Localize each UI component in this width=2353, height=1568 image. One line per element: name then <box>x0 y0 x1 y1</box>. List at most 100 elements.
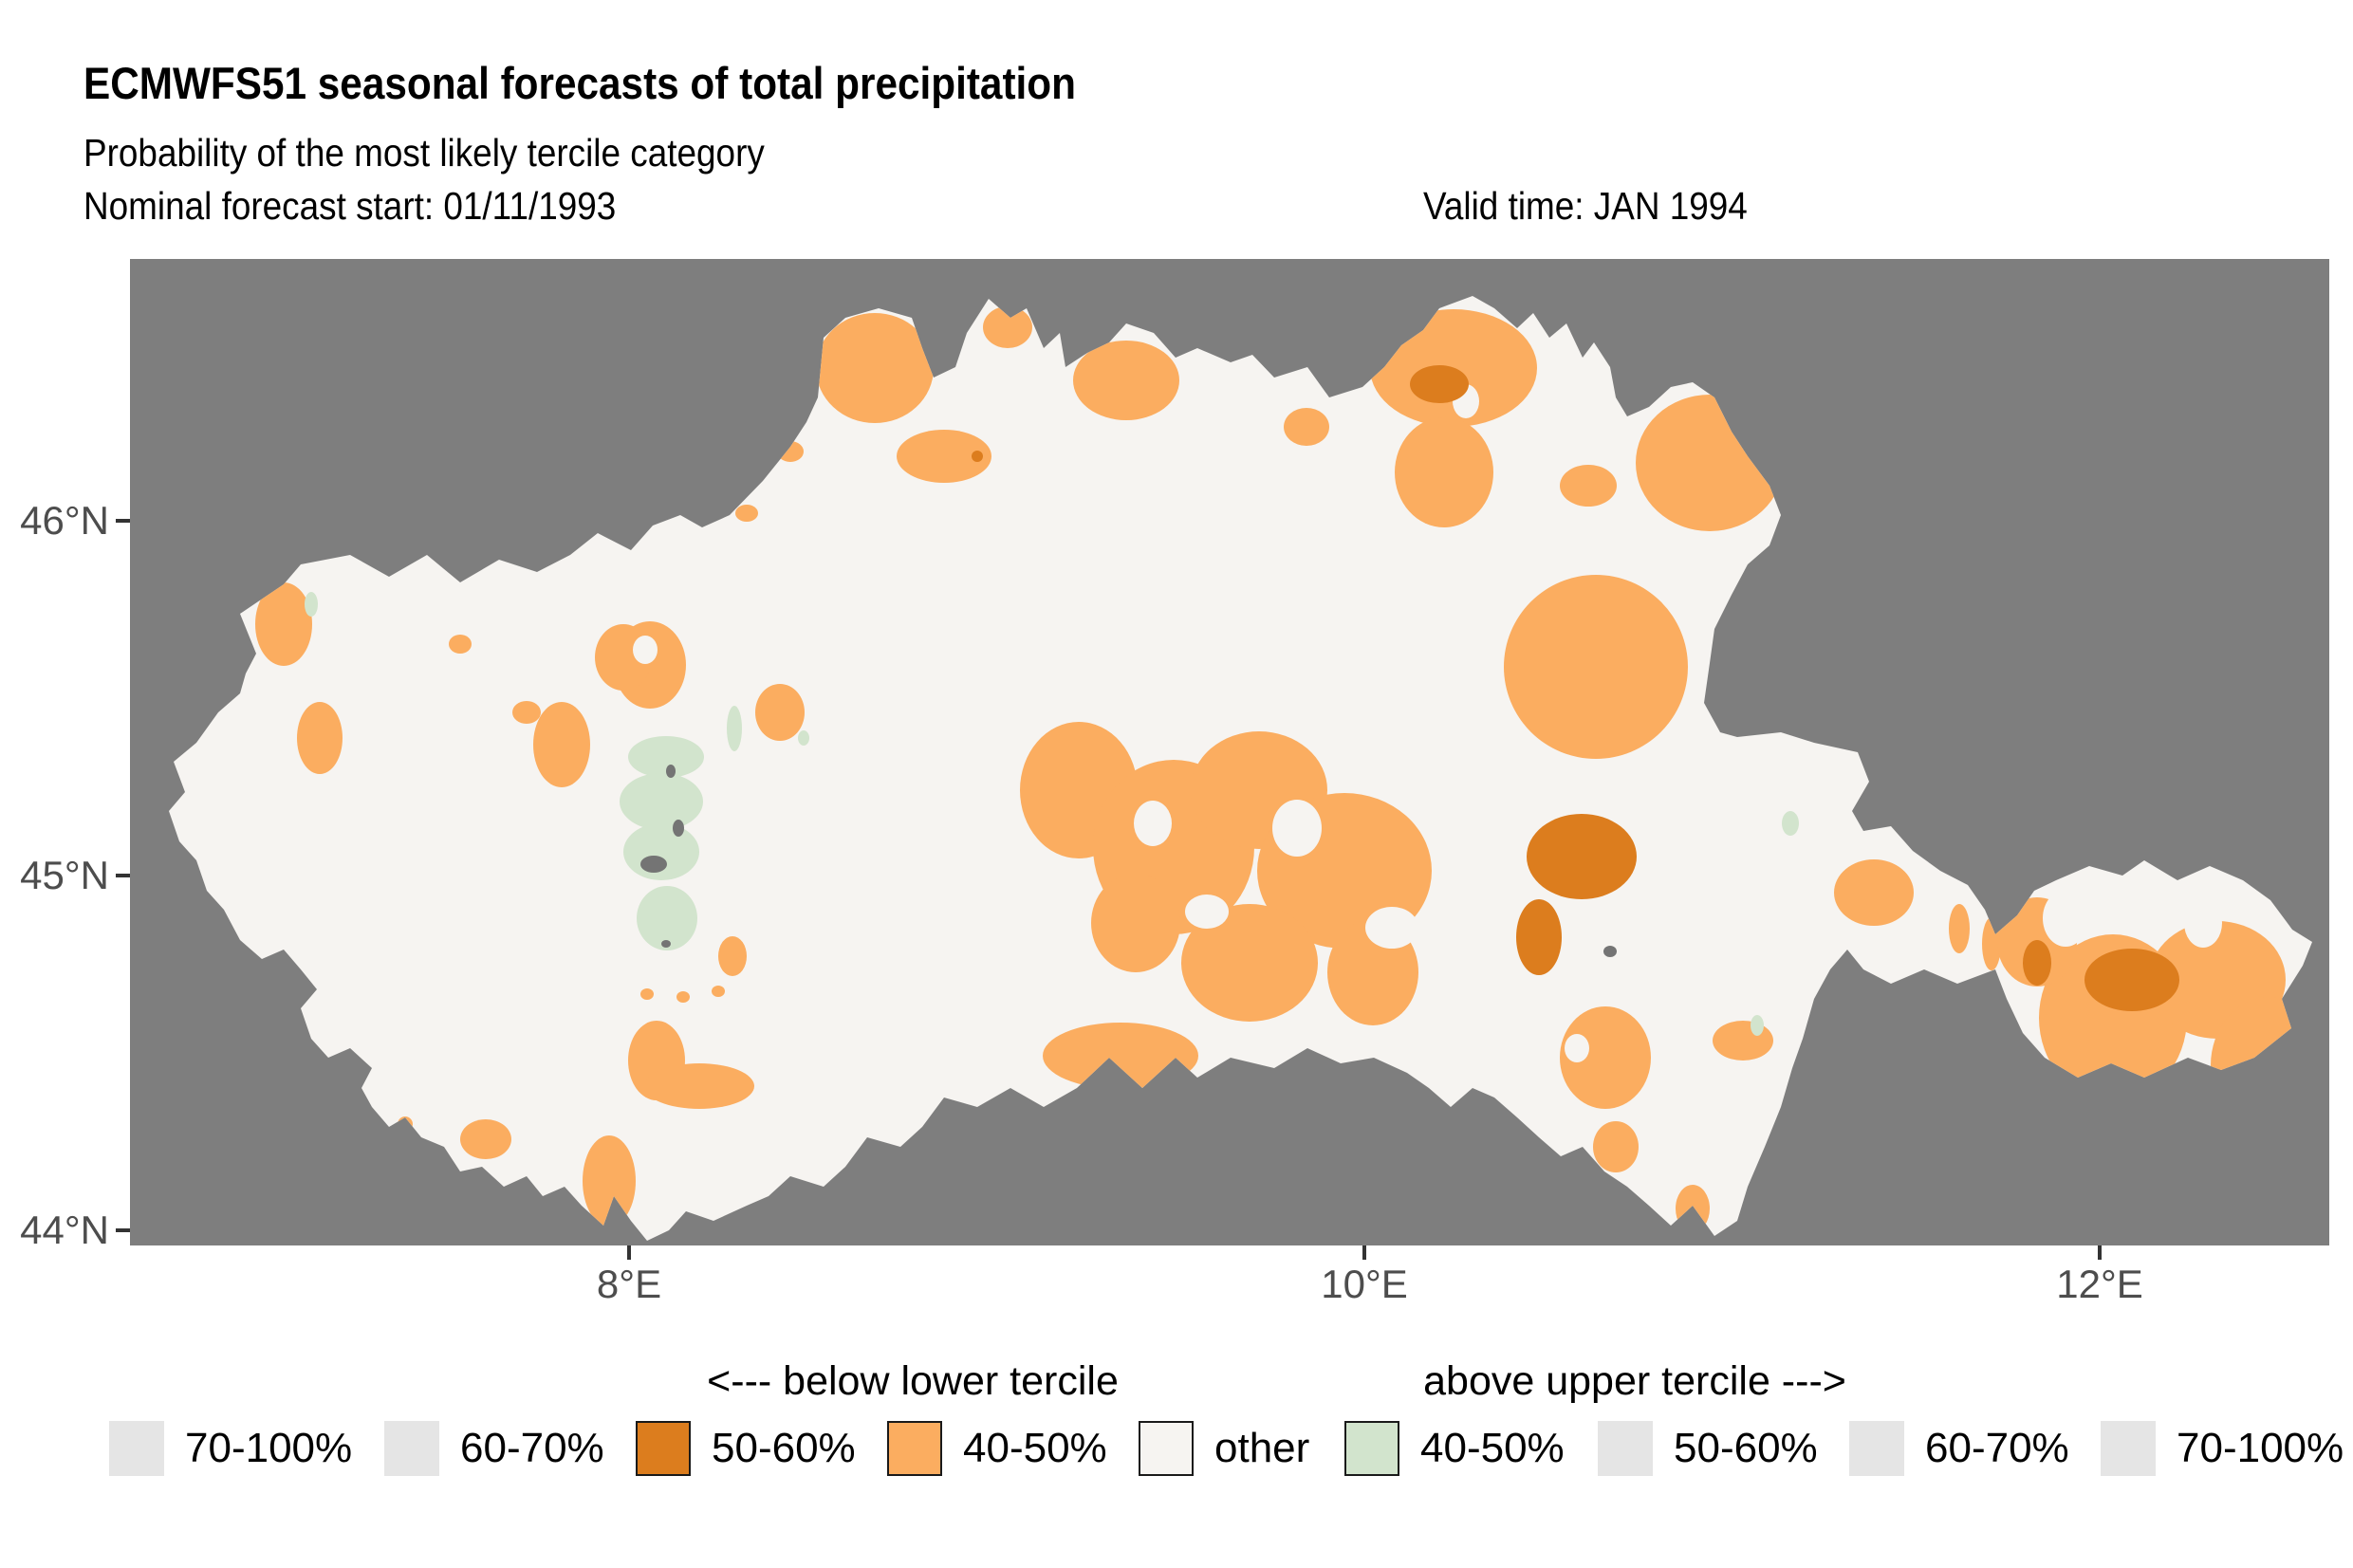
patch-below-40-50 <box>640 988 654 1000</box>
patch-below-40-50 <box>1073 341 1179 420</box>
patch-below-40-50 <box>1713 1021 1773 1061</box>
patch-below-40-50 <box>712 986 725 997</box>
legend-title-below-tercile: <--- below lower tercile <box>707 1358 1119 1404</box>
x-axis-tick-label: 8°E <box>596 1262 662 1306</box>
patch-below-40-50 <box>735 505 758 522</box>
legend-item-label: other <box>1214 1425 1310 1471</box>
valid-time-label: Valid time: JAN 1994 <box>1423 184 1748 228</box>
legend-item: 50-60% <box>1598 1421 1818 1476</box>
forecast-start-label: Nominal forecast start: 01/11/1993 <box>83 184 617 228</box>
patch-other <box>1272 800 1322 857</box>
patch-below-40-50 <box>816 313 934 423</box>
patch-above-40-50 <box>798 730 809 746</box>
patch-below-40-50 <box>460 1119 511 1159</box>
patch-below-50-60 <box>1410 365 1469 403</box>
y-axis-tick-label: 44°N <box>20 1208 109 1252</box>
patch-below-40-50 <box>449 635 472 654</box>
legend-title-above-tercile: above upper tercile ---> <box>1423 1358 1846 1404</box>
page-title: ECMWFS51 seasonal forecasts of total pre… <box>83 58 1076 108</box>
patch-below-40-50 <box>1593 1121 1639 1172</box>
legend-item-label: 60-70% <box>460 1425 604 1471</box>
legend-swatch <box>1598 1421 1653 1476</box>
patch-above-40-50 <box>620 773 703 830</box>
patch-above-40-50 <box>727 706 742 751</box>
legend-item: 70-100% <box>109 1421 352 1476</box>
patch-below-40-50 <box>512 701 541 724</box>
patch-other <box>1185 895 1229 929</box>
legend-swatch <box>109 1421 164 1476</box>
patch-above-40-50 <box>1751 1015 1764 1036</box>
legend-item: 60-70% <box>1849 1421 2069 1476</box>
patch-other <box>1365 907 1418 949</box>
patch-other <box>2043 890 2088 947</box>
patch-above-40-50 <box>637 886 697 950</box>
patch-below-40-50 <box>1395 417 1493 527</box>
legend-swatch <box>384 1421 439 1476</box>
patch-below-50-60 <box>2023 940 2051 986</box>
legend-swatch <box>2101 1421 2156 1476</box>
map-panel <box>130 259 2329 1245</box>
patch-below-50-60 <box>1527 814 1637 899</box>
legend-swatch <box>1344 1421 1399 1476</box>
legend-swatch <box>1849 1421 1904 1476</box>
forecast-probability-map <box>130 259 2329 1245</box>
legend-item: 50-60% <box>636 1421 856 1476</box>
x-axis-tick-label: 12°E <box>2056 1262 2143 1306</box>
patch-above-40-50 <box>628 736 704 778</box>
patch-below-40-50 <box>1043 1023 1198 1089</box>
patch-other <box>633 636 658 664</box>
patch-above-40-50 <box>305 592 318 617</box>
patch-mask-speck <box>666 765 676 778</box>
legend-item-label: 70-100% <box>2177 1425 2344 1471</box>
legend-item: 40-50% <box>887 1421 1107 1476</box>
patch-below-40-50 <box>1284 408 1329 446</box>
x-axis-tick-mark <box>627 1245 631 1260</box>
patch-other <box>2184 898 2222 948</box>
legend-swatch <box>887 1421 942 1476</box>
patch-below-40-50 <box>676 991 690 1003</box>
patch-layer-group <box>255 306 2312 1232</box>
x-axis-tick-mark <box>1362 1245 1366 1260</box>
patch-below-50-60 <box>972 451 983 462</box>
legend-swatch <box>636 1421 691 1476</box>
patch-other <box>1565 1034 1589 1062</box>
patch-below-50-60 <box>1516 899 1562 975</box>
y-axis-tick-label: 45°N <box>20 853 109 897</box>
figure-subtitle: Probability of the most likely tercile c… <box>83 131 765 175</box>
patch-below-40-50 <box>718 936 747 976</box>
legend-item-label: 40-50% <box>1420 1425 1565 1471</box>
patch-below-40-50 <box>255 582 312 666</box>
legend-item-label: 60-70% <box>1925 1425 2069 1471</box>
patch-below-40-50 <box>1560 465 1617 507</box>
patch-mask-speck <box>673 820 684 837</box>
patch-below-40-50 <box>755 684 805 741</box>
patch-below-50-60 <box>2084 949 2179 1011</box>
patch-below-40-50 <box>297 702 343 774</box>
y-axis-tick-mark <box>116 1228 130 1232</box>
patch-below-40-50 <box>533 702 590 787</box>
patch-below-40-50 <box>1091 874 1180 972</box>
y-axis-tick-mark <box>116 519 130 523</box>
patch-mask-speck <box>1603 946 1617 957</box>
patch-below-40-50 <box>1560 1006 1651 1109</box>
patch-above-40-50 <box>1782 811 1799 836</box>
patch-below-40-50 <box>1834 859 1914 926</box>
y-axis-tick-mark <box>116 874 130 877</box>
patch-below-40-50 <box>897 430 991 483</box>
patch-mask-speck <box>661 940 671 948</box>
legend-item: 40-50% <box>1344 1421 1565 1476</box>
patch-below-40-50 <box>983 306 1032 348</box>
legend-swatch <box>1139 1421 1194 1476</box>
legend-item: 60-70% <box>384 1421 604 1476</box>
patch-below-40-50 <box>1949 904 1970 953</box>
patch-below-40-50 <box>644 1063 754 1109</box>
patch-below-40-50 <box>1181 904 1318 1022</box>
legend-item: other <box>1139 1421 1309 1476</box>
patch-other <box>1134 801 1172 846</box>
patch-below-40-50 <box>583 1135 636 1227</box>
legend-item-label: 70-100% <box>185 1425 353 1471</box>
x-axis-tick-mark <box>2098 1245 2102 1260</box>
patch-above-40-50 <box>623 823 699 880</box>
legend-item-label: 40-50% <box>963 1425 1107 1471</box>
